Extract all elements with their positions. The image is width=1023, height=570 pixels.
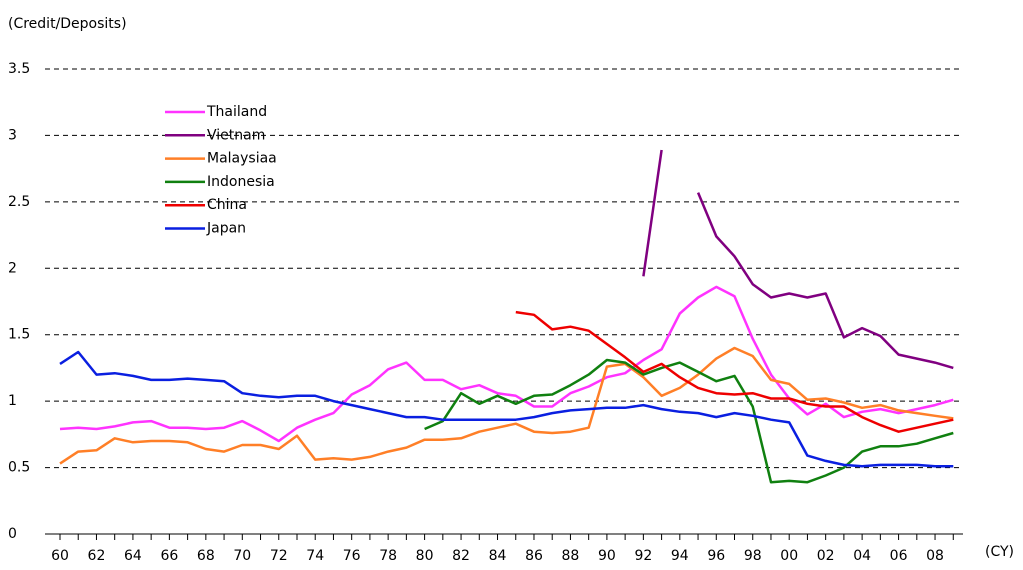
y-tick-label: 1.5 [8,327,30,343]
legend-label: Vietnam [207,127,265,143]
x-tick-label: 70 [233,548,251,564]
x-tick-label: 64 [124,548,142,564]
y-tick-label: 1 [8,393,17,409]
x-tick-label: 80 [416,548,434,564]
y-tick-label: 0 [8,526,17,542]
y-tick-label: 3.5 [8,61,30,77]
series-line [59,346,954,465]
y-axis-label: (Credit/Deposits) [8,16,127,32]
x-tick-label: 74 [306,548,324,564]
x-tick-label: 76 [343,548,361,564]
x-axis-label: (CY) [985,544,1014,560]
x-tick-label: 66 [160,548,178,564]
x-tick-label: 94 [671,548,689,564]
x-tick-label: 98 [744,548,762,564]
x-tick-label: 92 [634,548,652,564]
series-line [59,350,954,468]
legend-label: China [207,197,247,213]
series-line [424,358,954,484]
x-tick-label: 68 [197,548,215,564]
legend-label: Indonesia [207,174,275,190]
x-tick-label: 88 [562,548,580,564]
x-tick-label: 78 [379,548,397,564]
y-tick-label: 0.5 [8,460,30,476]
x-tick-label: 62 [88,548,106,564]
x-tick-label: 86 [525,548,543,564]
series-line [642,149,954,370]
legend-label: Malaysiaa [207,151,277,167]
x-tick-label: 06 [890,548,908,564]
x-tick-label: 84 [489,548,507,564]
x-tick-label: 02 [817,548,835,564]
y-tick-label: 2 [8,260,17,276]
y-tick-label: 2.5 [8,194,30,210]
x-tick-label: 08 [926,548,944,564]
y-tick-label: 3 [8,127,17,143]
legend-label: Japan [206,221,246,237]
x-tick-label: 00 [780,548,798,564]
series-line [59,285,954,443]
series-line [515,310,954,433]
x-tick-label: 82 [452,548,470,564]
x-tick-label: 60 [51,548,69,564]
legend-label: Thailand [206,104,267,120]
x-tick-label: 72 [270,548,288,564]
x-tick-label: 90 [598,548,616,564]
x-tick-label: 04 [853,548,871,564]
x-tick-label: 96 [707,548,725,564]
